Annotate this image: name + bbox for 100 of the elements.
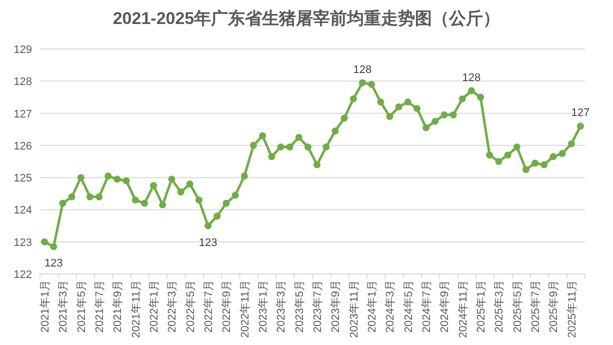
point xyxy=(222,200,230,207)
chart-title: 2021-2025年广东省生猪屠宰前均重走势图（公斤） xyxy=(112,9,500,28)
data-label: 128 xyxy=(462,72,481,84)
point xyxy=(214,212,221,220)
x-tick-label: 2021年5月 xyxy=(76,280,88,333)
x-tick-label: 2022年11月 xyxy=(239,280,252,338)
point xyxy=(495,158,502,165)
x-tick-label: 2023年1月 xyxy=(258,280,270,333)
x-tick-label: 2021年1月 xyxy=(40,280,52,333)
point xyxy=(132,196,139,204)
point xyxy=(159,201,166,208)
point xyxy=(395,103,402,110)
point xyxy=(186,180,194,188)
point xyxy=(50,243,58,250)
point xyxy=(295,134,302,141)
point xyxy=(286,144,294,151)
y-tick-label: 123 xyxy=(14,236,32,249)
x-tick-label: 2022年1月 xyxy=(148,280,161,333)
point xyxy=(404,98,412,106)
y-tick-label: 127 xyxy=(14,108,32,120)
x-tick-label: 2024年7月 xyxy=(421,280,434,333)
x-tick-label: 2025年9月 xyxy=(548,280,560,333)
y-tick-label: 122 xyxy=(14,269,32,281)
point xyxy=(268,153,276,160)
data-label: 123 xyxy=(198,236,218,249)
point xyxy=(232,192,239,199)
data-label: 123 xyxy=(44,258,63,270)
point xyxy=(450,111,457,118)
point xyxy=(114,176,121,183)
point xyxy=(522,166,530,174)
y-tick-label: 124 xyxy=(14,204,32,217)
point xyxy=(386,113,394,120)
point xyxy=(250,142,257,149)
point xyxy=(41,238,48,246)
point xyxy=(468,87,475,94)
y-tick-label: 125 xyxy=(14,172,32,185)
point xyxy=(350,95,357,102)
x-tick-label: 2025年7月 xyxy=(530,280,542,333)
point xyxy=(314,161,321,168)
point xyxy=(59,200,66,207)
point xyxy=(532,160,539,167)
x-tick-label: 2024年5月 xyxy=(402,280,415,333)
point xyxy=(477,94,484,101)
point xyxy=(413,104,420,112)
point xyxy=(332,127,339,134)
point xyxy=(358,79,366,86)
point xyxy=(550,153,557,160)
point xyxy=(340,114,348,122)
x-tick-label: 2025年3月 xyxy=(494,280,506,333)
point xyxy=(458,95,466,102)
point xyxy=(568,140,575,148)
point xyxy=(96,193,103,200)
x-tick-label: 2024年1月 xyxy=(366,280,379,333)
data-label: 127 xyxy=(571,107,590,120)
point xyxy=(486,152,494,159)
x-tick-label: 2022年7月 xyxy=(203,280,216,333)
point xyxy=(140,200,148,207)
x-tick-label: 2021年3月 xyxy=(58,280,70,333)
x-tick-label: 2023年7月 xyxy=(312,280,324,333)
x-tick-label: 2023年11月 xyxy=(348,280,360,338)
x-tick-label: 2025年11月 xyxy=(566,280,578,338)
x-tick-label: 2025年5月 xyxy=(512,280,524,333)
data-label: 128 xyxy=(353,64,372,76)
x-tick-label: 2023年3月 xyxy=(276,280,288,333)
x-tick-label: 2024年9月 xyxy=(439,280,452,333)
x-tick-label: 2021年9月 xyxy=(112,280,124,333)
point xyxy=(540,161,548,168)
point xyxy=(432,118,439,125)
point xyxy=(122,177,130,184)
point xyxy=(576,122,584,130)
point xyxy=(177,188,184,196)
point xyxy=(68,193,76,200)
y-tick-label: 128 xyxy=(14,76,32,88)
point xyxy=(77,174,84,182)
x-tick-label: 2023年5月 xyxy=(294,280,306,333)
point xyxy=(204,222,212,230)
point xyxy=(513,144,520,151)
point xyxy=(304,144,312,151)
y-tick-label: 126 xyxy=(14,140,32,152)
point xyxy=(86,193,94,200)
point xyxy=(104,172,112,180)
point xyxy=(150,182,158,190)
point xyxy=(277,144,284,151)
point xyxy=(377,98,384,106)
point xyxy=(422,124,430,132)
x-tick-label: 2024年11月 xyxy=(457,280,470,338)
point xyxy=(558,150,566,157)
point xyxy=(368,80,376,88)
x-tick-label: 2022年3月 xyxy=(166,280,179,333)
point xyxy=(440,111,448,118)
point xyxy=(168,176,176,183)
x-tick-label: 2021年11月 xyxy=(130,280,142,338)
x-tick-label: 2022年5月 xyxy=(184,280,197,333)
point xyxy=(259,132,266,140)
x-tick-label: 2021年7月 xyxy=(94,280,106,333)
x-tick-label: 2023年9月 xyxy=(330,280,342,333)
x-tick-label: 2022年9月 xyxy=(221,280,234,333)
x-tick-label: 2024年3月 xyxy=(384,280,397,333)
point xyxy=(195,196,202,204)
x-tick-label: 2025年1月 xyxy=(476,280,488,333)
